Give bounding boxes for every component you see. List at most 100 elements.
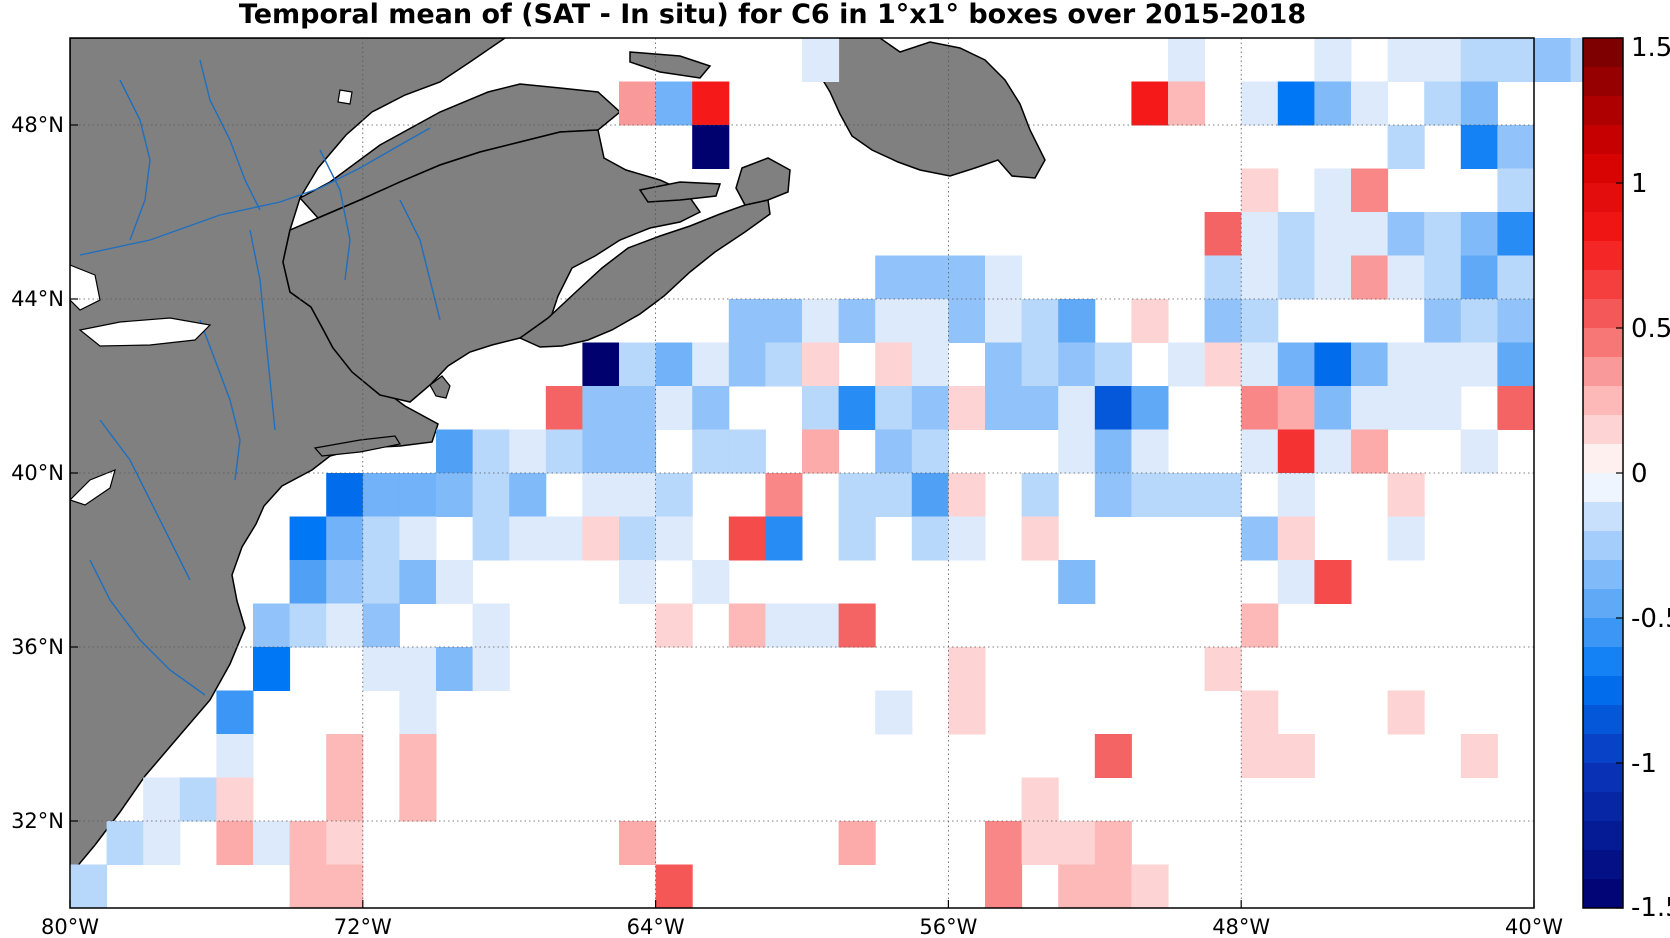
data-cell: [1351, 386, 1389, 430]
data-cell: [1168, 38, 1206, 82]
data-cell: [1168, 473, 1206, 517]
data-cell: [1387, 212, 1425, 256]
river-line: [99, 419, 191, 581]
data-cell: [1241, 168, 1279, 213]
data-cell: [765, 342, 803, 387]
data-cell: [1277, 516, 1315, 561]
data-cell: [1497, 212, 1535, 256]
colorbar-segment: [1583, 154, 1623, 184]
data-cell: [472, 647, 510, 691]
river-line: [199, 59, 261, 211]
data-cell: [1387, 38, 1425, 82]
data-cell: [362, 603, 400, 648]
colorbar-segment: [1583, 531, 1623, 561]
data-cell: [1314, 168, 1352, 213]
data-cell: [1497, 38, 1535, 82]
lon-tick-label: 48°W: [1212, 915, 1270, 938]
data-cell: [1241, 342, 1279, 387]
colorbar-tick-label: 0: [1631, 459, 1648, 489]
data-cell: [838, 603, 876, 648]
data-cell: [985, 342, 1023, 387]
data-cell: [1021, 342, 1059, 387]
colorbar-tick-label: 1: [1631, 169, 1648, 199]
data-cell: [875, 386, 913, 430]
data-cell: [1241, 516, 1279, 561]
data-cell: [1424, 81, 1462, 126]
data-cells: [70, 38, 1608, 909]
colorbar-segment: [1583, 821, 1623, 851]
river-line: [119, 79, 151, 241]
data-cell: [1314, 38, 1352, 82]
data-cell: [619, 386, 657, 430]
data-cell: [1460, 212, 1498, 256]
colorbar-segment: [1583, 705, 1623, 735]
data-cell: [1058, 342, 1096, 387]
lon-tick-label: 56°W: [919, 915, 977, 938]
data-cell: [1241, 690, 1279, 735]
data-cell: [326, 473, 364, 517]
data-cell: [326, 734, 364, 778]
data-cell: [875, 473, 913, 517]
colorbar-segment: [1583, 299, 1623, 329]
anticosti: [629, 51, 712, 79]
data-cell: [1241, 299, 1279, 343]
data-cell: [838, 821, 876, 865]
data-cell: [655, 603, 693, 648]
data-cell: [1351, 255, 1389, 300]
data-cell: [436, 473, 474, 517]
colorbar-segment: [1583, 96, 1623, 126]
data-cell: [399, 690, 437, 735]
data-cell: [1094, 386, 1132, 430]
data-cell: [1314, 212, 1352, 256]
data-cell: [289, 821, 327, 865]
data-cell: [655, 342, 693, 387]
data-cell: [143, 777, 181, 822]
data-cell: [362, 473, 400, 517]
data-cell: [619, 560, 657, 604]
data-cell: [1241, 734, 1279, 778]
data-cell: [1021, 516, 1059, 561]
data-cell: [1204, 342, 1242, 387]
data-cell: [1314, 342, 1352, 387]
colorbar-segment: [1583, 386, 1623, 416]
lon-tick-label: 80°W: [41, 915, 99, 938]
river-line: [319, 149, 351, 281]
data-cell: [985, 386, 1023, 430]
data-cell: [1277, 342, 1315, 387]
data-cell: [399, 777, 437, 822]
colorbar-segment: [1583, 38, 1623, 68]
data-cell: [179, 777, 217, 822]
data-cell: [692, 429, 730, 474]
data-cell: [728, 516, 766, 561]
colorbar-segment: [1583, 241, 1623, 271]
data-cell: [875, 255, 913, 300]
data-cell: [399, 560, 437, 604]
data-cell: [1497, 125, 1535, 169]
data-cell: [1497, 299, 1535, 343]
colorbar-tick-label: -1.5: [1631, 893, 1670, 923]
cape-breton: [735, 157, 791, 206]
data-cell: [326, 821, 364, 865]
data-cell: [692, 386, 730, 430]
data-cell: [1241, 255, 1279, 300]
data-cell: [1277, 473, 1315, 517]
data-cell: [143, 821, 181, 865]
data-cell: [1424, 342, 1462, 387]
data-cell: [1131, 429, 1169, 474]
colorbar-segment: [1583, 183, 1623, 213]
data-cell: [1021, 473, 1059, 517]
data-cell: [289, 560, 327, 604]
data-cell: [1241, 603, 1279, 648]
data-cell: [1351, 81, 1389, 126]
data-cell: [1168, 81, 1206, 126]
data-cell: [948, 647, 986, 691]
data-cell: [1021, 777, 1059, 822]
data-cell: [1497, 168, 1535, 213]
data-cell: [1131, 864, 1169, 909]
data-cell: [838, 516, 876, 561]
data-cell: [728, 342, 766, 387]
colorbar-segment: [1583, 502, 1623, 532]
data-cell: [1460, 255, 1498, 300]
data-cell: [289, 516, 327, 561]
